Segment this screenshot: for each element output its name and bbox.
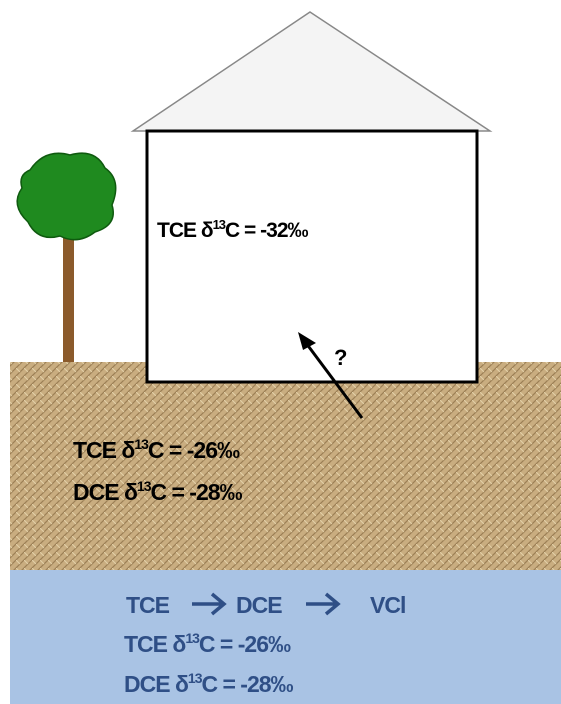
label-sup: 13 xyxy=(188,670,203,686)
reaction-species: VCl xyxy=(370,592,405,618)
label-part: TCE δ xyxy=(73,437,134,463)
label-part: DCE δ xyxy=(124,671,188,697)
reaction-species: TCE xyxy=(126,592,170,618)
reaction-species: DCE xyxy=(236,592,282,618)
question-mark: ? xyxy=(334,345,347,370)
label-part: DCE δ xyxy=(73,479,137,505)
label-sup: 13 xyxy=(213,217,226,232)
label-part: TCE δ xyxy=(124,631,185,657)
diagram: ? TCE δ13C = -32‰ TCE δ13C = -26‰ DCE δ1… xyxy=(0,0,561,704)
label-part: C = -28‰ xyxy=(150,479,242,505)
house-label: TCE δ13C = -32‰ xyxy=(157,217,308,242)
label-sup: 13 xyxy=(137,478,152,494)
groundwater-label: TCE δ13C = -26‰ xyxy=(124,630,291,657)
label-part: C = -32‰ xyxy=(225,219,308,242)
tree-canopy xyxy=(17,153,116,239)
label-part: TCE δ xyxy=(157,219,213,242)
label-part: C = -28‰ xyxy=(201,671,293,697)
soil-label: TCE δ13C = -26‰ xyxy=(73,436,240,463)
soil xyxy=(10,362,561,572)
label-sup: 13 xyxy=(134,436,149,452)
label-part: C = -26‰ xyxy=(148,437,240,463)
soil-label: DCE δ13C = -28‰ xyxy=(73,478,243,505)
groundwater-label: DCE δ13C = -28‰ xyxy=(124,670,294,697)
label-part: C = -26‰ xyxy=(199,631,291,657)
label-sup: 13 xyxy=(185,630,200,646)
